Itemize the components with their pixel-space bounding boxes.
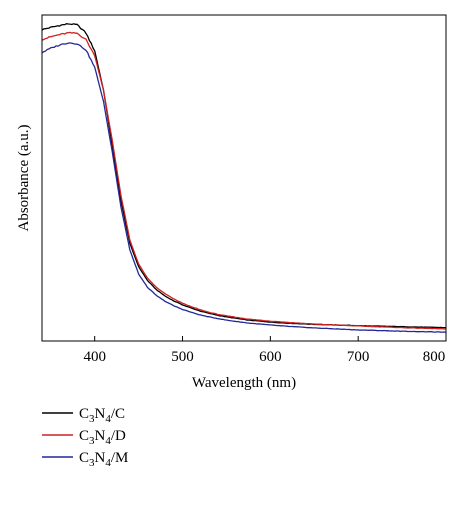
legend-label: C3N4/C	[79, 406, 125, 425]
plot-frame	[41, 14, 447, 342]
x-tick-label: 500	[171, 349, 194, 365]
x-tick-label: 800	[423, 349, 446, 365]
x-axis: 400 500 600 700 800	[83, 336, 447, 365]
series-line-1	[41, 23, 446, 329]
legend-label: C3N4/D	[79, 428, 126, 447]
x-tick-label: 700	[347, 349, 370, 365]
series-line-3	[41, 42, 447, 333]
x-tick-label: 600	[259, 349, 282, 365]
x-tick-label: 400	[83, 349, 106, 365]
y-axis-title: Absorbance (a.u.)	[16, 124, 32, 231]
x-axis-title: Wavelength (nm)	[192, 375, 296, 391]
series-layer	[41, 23, 447, 333]
legend: C3N4/C C3N4/D C3N4/M	[42, 406, 128, 469]
series-line-2	[41, 31, 447, 330]
legend-label: C3N4/M	[79, 450, 128, 469]
